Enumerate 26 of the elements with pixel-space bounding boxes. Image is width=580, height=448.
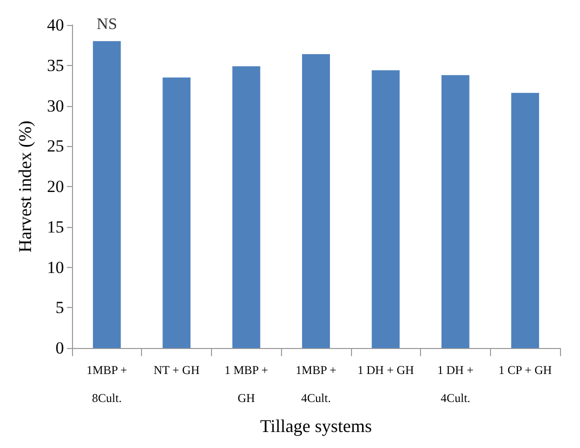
x-tick-label: 1 DH + 4Cult.: [437, 363, 474, 406]
y-axis-title: Harvest index (%): [15, 120, 35, 253]
bar: [92, 41, 121, 348]
bar: [162, 78, 191, 348]
bar: [372, 70, 400, 348]
x-tick-label: 1 MBP + GH: [224, 363, 268, 406]
bar: [511, 92, 540, 348]
x-tick-label: 1 CP + GH: [498, 363, 552, 378]
y-tick-label: 10: [47, 258, 64, 277]
x-axis-title: Tillage systems: [260, 416, 372, 436]
y-tick-label: 20: [47, 177, 64, 196]
bar: [232, 66, 260, 348]
y-tick-label: 0: [56, 338, 64, 358]
y-tick-label: 35: [47, 56, 64, 75]
bar: [302, 54, 330, 348]
x-tick-label: 1 DH + GH: [357, 363, 414, 378]
annotation: NS: [96, 16, 118, 34]
y-tick-label: 40: [47, 16, 64, 34]
x-tick-label: 1MBP + 8Cult.: [86, 363, 128, 406]
y-tick-label: 15: [47, 217, 64, 236]
x-tick-label: NT + GH: [154, 363, 200, 378]
x-tick-label: 1MBP + 4Cult.: [296, 363, 337, 406]
y-tick-label: 30: [47, 96, 64, 116]
y-tick-label: 25: [47, 136, 64, 156]
y-tick-label: 5: [56, 298, 64, 318]
bar: [441, 75, 470, 348]
